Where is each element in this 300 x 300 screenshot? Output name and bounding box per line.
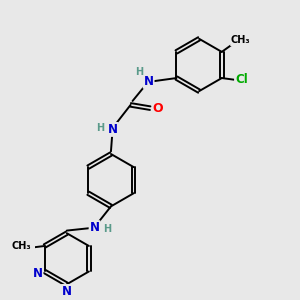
Text: Cl: Cl bbox=[235, 73, 248, 86]
Text: CH₃: CH₃ bbox=[11, 241, 31, 251]
Text: CH₃: CH₃ bbox=[231, 35, 250, 45]
Text: H: H bbox=[103, 224, 111, 234]
Text: N: N bbox=[62, 285, 72, 298]
Text: N: N bbox=[32, 267, 43, 280]
Text: N: N bbox=[90, 221, 100, 234]
Text: N: N bbox=[144, 75, 154, 88]
Text: H: H bbox=[135, 67, 143, 77]
Text: O: O bbox=[153, 102, 164, 115]
Text: N: N bbox=[108, 123, 118, 136]
Text: H: H bbox=[96, 123, 104, 133]
